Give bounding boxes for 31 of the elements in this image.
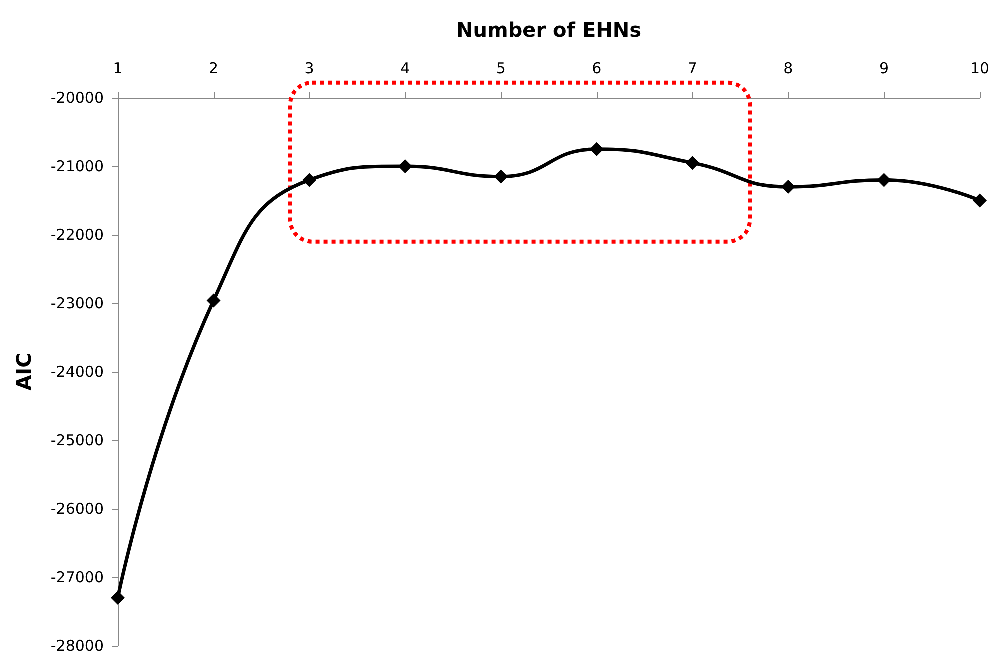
point	[877, 173, 892, 188]
x-tick-label: 3	[304, 60, 314, 78]
x-tick-label: 9	[879, 60, 889, 78]
y-tick-label: -26000	[50, 500, 104, 518]
y-tick-label: -27000	[50, 568, 104, 586]
point	[302, 173, 317, 188]
point	[686, 156, 700, 170]
y-tick-label: -20000	[50, 89, 104, 107]
y-tick-label: -22000	[50, 226, 104, 244]
x-tick-label: 4	[400, 60, 410, 78]
point	[781, 180, 796, 194]
y-tick-label: -21000	[50, 158, 104, 176]
x-tick-label: 7	[688, 60, 698, 78]
point	[494, 170, 508, 184]
y-tick-label: -23000	[50, 294, 104, 312]
x-tick-label: 2	[209, 60, 219, 78]
y-axis-title: AIC	[12, 353, 36, 391]
y-tick-label: -25000	[50, 432, 104, 450]
y-tick-label: -28000	[50, 637, 104, 655]
x-axis-title: Number of EHNs	[456, 18, 642, 42]
x-tick-label: 10	[970, 60, 990, 78]
point	[111, 591, 125, 606]
point	[973, 194, 987, 208]
x-tick-label: 6	[592, 60, 602, 78]
x-tick-label: 1	[113, 60, 123, 78]
point	[398, 160, 412, 174]
x-tick-label: 8	[784, 60, 794, 78]
x-tick-label: 5	[496, 60, 506, 78]
point	[206, 294, 221, 308]
y-tick-label: -24000	[50, 363, 104, 381]
point	[590, 142, 604, 156]
